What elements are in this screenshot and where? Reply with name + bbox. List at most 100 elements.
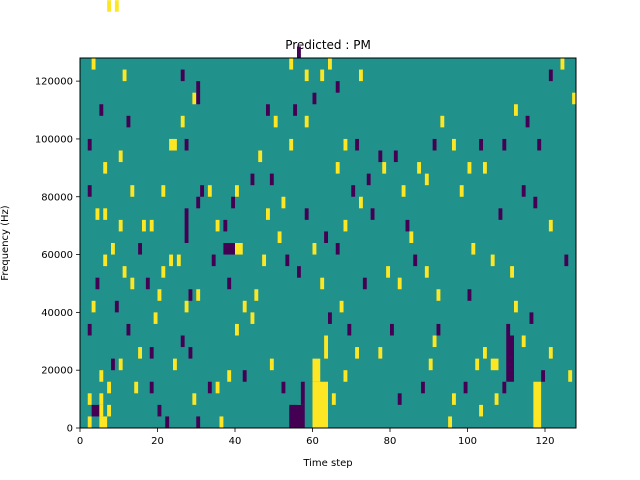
heatmap-cell: [269, 173, 274, 186]
heatmap-cell: [281, 196, 286, 209]
heatmap-cell: [506, 323, 511, 336]
heatmap-cell: [304, 69, 309, 82]
heatmap-cell: [157, 289, 162, 301]
heatmap-cell: [285, 254, 290, 267]
heatmap-cell: [227, 277, 232, 290]
heatmap-cell: [227, 370, 232, 382]
heatmap-cell: [359, 69, 363, 82]
heatmap-cell: [196, 416, 201, 428]
heatmap-cell: [211, 254, 216, 267]
heatmap-cell: [215, 219, 220, 232]
heatmap-cell: [452, 138, 456, 151]
heatmap-cell: [138, 243, 143, 255]
heatmap-cell: [149, 219, 154, 232]
heatmap-cell: [479, 138, 484, 151]
heatmap-cell: [335, 162, 340, 174]
heatmap-cell: [343, 138, 348, 151]
heatmap-cell: [393, 150, 398, 163]
heatmap-cell: [126, 323, 131, 336]
heatmap-block: [289, 404, 305, 429]
heatmap-cell: [467, 162, 472, 174]
heatmap-cell: [169, 254, 174, 267]
heatmap-cell: [192, 393, 197, 405]
heatmap-cell: [413, 254, 418, 267]
heatmap-cell: [328, 58, 332, 70]
y-tick-label: 60000: [41, 250, 73, 261]
heatmap-block: [312, 358, 321, 382]
heatmap-cell: [483, 162, 487, 174]
heatmap-cell: [95, 277, 100, 290]
x-axis-label: Time step: [302, 458, 352, 469]
heatmap-cell: [107, 381, 112, 394]
heatmap-cell: [324, 231, 329, 243]
heatmap-cells: [87, 0, 577, 429]
heatmap-cell: [312, 92, 317, 105]
heatmap-cell: [525, 115, 530, 128]
heatmap-cell: [397, 277, 402, 290]
heatmap-cell: [541, 370, 546, 382]
heatmap-cell: [514, 300, 518, 313]
heatmap-cell: [235, 185, 239, 197]
x-tick-label: 60: [306, 436, 319, 447]
heatmap-cell: [176, 254, 181, 267]
heatmap-cell: [242, 300, 247, 313]
heatmap-block: [324, 335, 329, 359]
heatmap-cell: [548, 347, 553, 359]
heatmap-cell: [142, 219, 146, 232]
heatmap-cell: [180, 69, 185, 82]
heatmap-cell: [95, 208, 100, 220]
heatmap-cell: [390, 323, 394, 336]
heatmap-cell: [572, 92, 577, 105]
y-axis-label: Frequency (Hz): [0, 205, 11, 281]
heatmap-cell: [184, 300, 189, 313]
y-tick-label: 20000: [41, 366, 73, 377]
heatmap-cell: [521, 335, 526, 348]
heatmap-cell: [293, 104, 298, 116]
heatmap-cell: [103, 162, 108, 174]
heatmap-cell: [219, 416, 224, 428]
heatmap-cell: [95, 404, 100, 417]
heatmap-cell: [347, 323, 352, 336]
heatmap-cell: [289, 138, 294, 151]
heatmap-cell: [184, 138, 189, 151]
heatmap-block: [506, 335, 514, 382]
heatmap-block: [300, 381, 305, 405]
heatmap-cell: [467, 289, 472, 301]
heatmap-block: [184, 208, 189, 243]
heatmap-block: [235, 243, 243, 255]
heatmap-cell: [320, 69, 325, 82]
heatmap-cell: [335, 81, 340, 93]
y-axis: 0 20000 40000 60000 80000 100000 120000: [35, 77, 80, 435]
heatmap-cell: [266, 208, 270, 220]
heatmap-cell: [351, 185, 356, 197]
heatmap-cell: [401, 185, 406, 197]
heatmap-cell: [521, 185, 526, 197]
heatmap-cell: [366, 173, 371, 186]
heatmap-cell: [304, 115, 309, 128]
heatmap-cell: [87, 185, 92, 197]
heatmap-cell: [452, 393, 456, 405]
heatmap-cell: [432, 138, 437, 151]
heatmap-cell: [297, 46, 301, 58]
y-tick-label: 80000: [41, 192, 73, 203]
heatmap-cell: [328, 312, 332, 324]
heatmap-cell: [397, 393, 402, 405]
heatmap-cell: [122, 69, 127, 82]
heatmap-cell: [157, 404, 162, 417]
heatmap-cell: [196, 196, 201, 209]
heatmap-cell: [432, 335, 437, 348]
heatmap-cell: [281, 381, 286, 394]
heatmap-cell: [138, 347, 143, 359]
heatmap-cell: [188, 347, 193, 359]
heatmap-cell: [459, 185, 464, 197]
heatmap-cell: [421, 381, 425, 394]
heatmap-cell: [87, 393, 92, 405]
heatmap-cell: [149, 347, 154, 359]
heatmap-cell: [103, 208, 108, 220]
heatmap-cell: [436, 289, 441, 301]
heatmap-cell: [180, 335, 185, 348]
heatmap-cell: [250, 173, 255, 186]
heatmap-block: [99, 416, 108, 428]
heatmap-cell: [192, 92, 197, 105]
heatmap-block: [223, 243, 236, 255]
